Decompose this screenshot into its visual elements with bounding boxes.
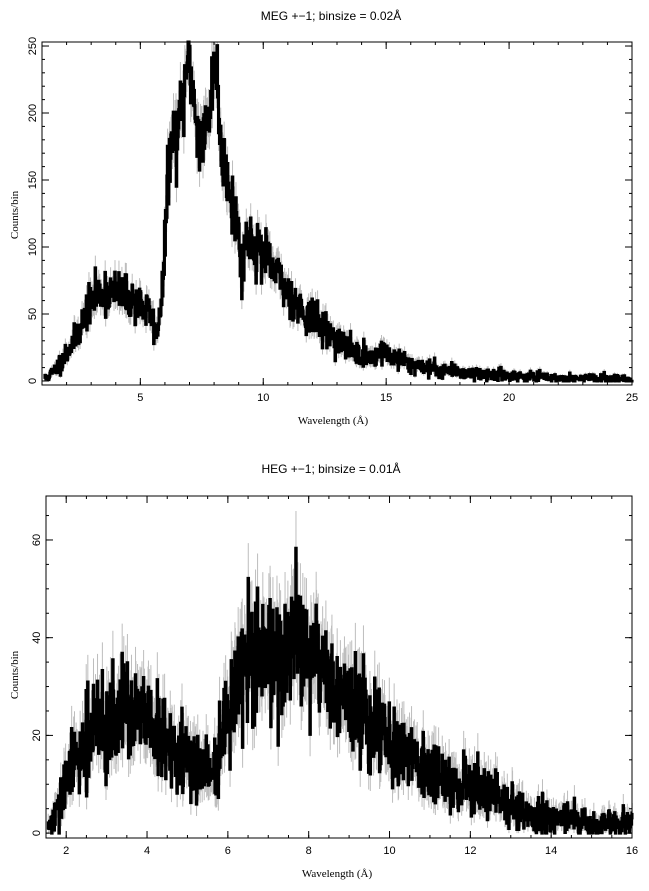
heg-chart-title: HEG +−1; binsize = 0.01Å — [261, 461, 400, 476]
y-tick-label: 150 — [27, 171, 39, 189]
y-tick-label: 50 — [27, 308, 39, 320]
meg-counts-series — [43, 40, 634, 383]
heg-plot-frame — [45, 495, 633, 839]
y-tick-label: 60 — [31, 534, 43, 546]
meg-y-axis-label: Counts/bin — [9, 190, 21, 239]
x-tick-label: 10 — [257, 392, 269, 404]
y-tick-label: 200 — [27, 104, 39, 122]
heg-spectrum-panel: HEG +−1; binsize = 0.01Å 2 4 6 8 10 12 14 16 0 20… — [9, 461, 638, 880]
meg-x-axis-label: Wavelength (Å) — [298, 415, 369, 427]
y-tick-label: 100 — [27, 238, 39, 256]
y-tick-label: 250 — [27, 37, 39, 55]
x-tick-label: 2 — [63, 845, 69, 857]
y-tick-label: 0 — [27, 378, 39, 384]
y-tick-label: 0 — [31, 830, 43, 836]
y-tick-label: 20 — [31, 729, 43, 741]
x-tick-label: 25 — [626, 392, 638, 404]
x-tick-label: 16 — [626, 845, 638, 857]
heg-axis-ticks: 2 4 6 8 10 12 14 16 0 20 40 60 — [31, 496, 638, 857]
x-tick-label: 15 — [380, 392, 392, 404]
heg-y-axis-label: Counts/bin — [9, 650, 21, 699]
heg-x-axis-label: Wavelength (Å) — [302, 868, 373, 880]
meg-spectrum-panel: MEG +−1; binsize = 0.02Å 5 10 15 20 25050100… — [9, 8, 638, 427]
x-tick-label: 14 — [545, 845, 557, 857]
x-tick-label: 12 — [464, 845, 476, 857]
heg-counts-series — [46, 546, 634, 835]
x-tick-label: 6 — [225, 845, 231, 857]
x-tick-label: 10 — [383, 845, 395, 857]
x-tick-label: 20 — [503, 392, 515, 404]
x-tick-label: 5 — [137, 392, 143, 404]
meg-chart-title: MEG +−1; binsize = 0.02Å — [261, 8, 401, 23]
x-tick-label: 8 — [306, 845, 312, 857]
y-tick-label: 40 — [31, 632, 43, 644]
x-tick-label: 4 — [144, 845, 150, 857]
